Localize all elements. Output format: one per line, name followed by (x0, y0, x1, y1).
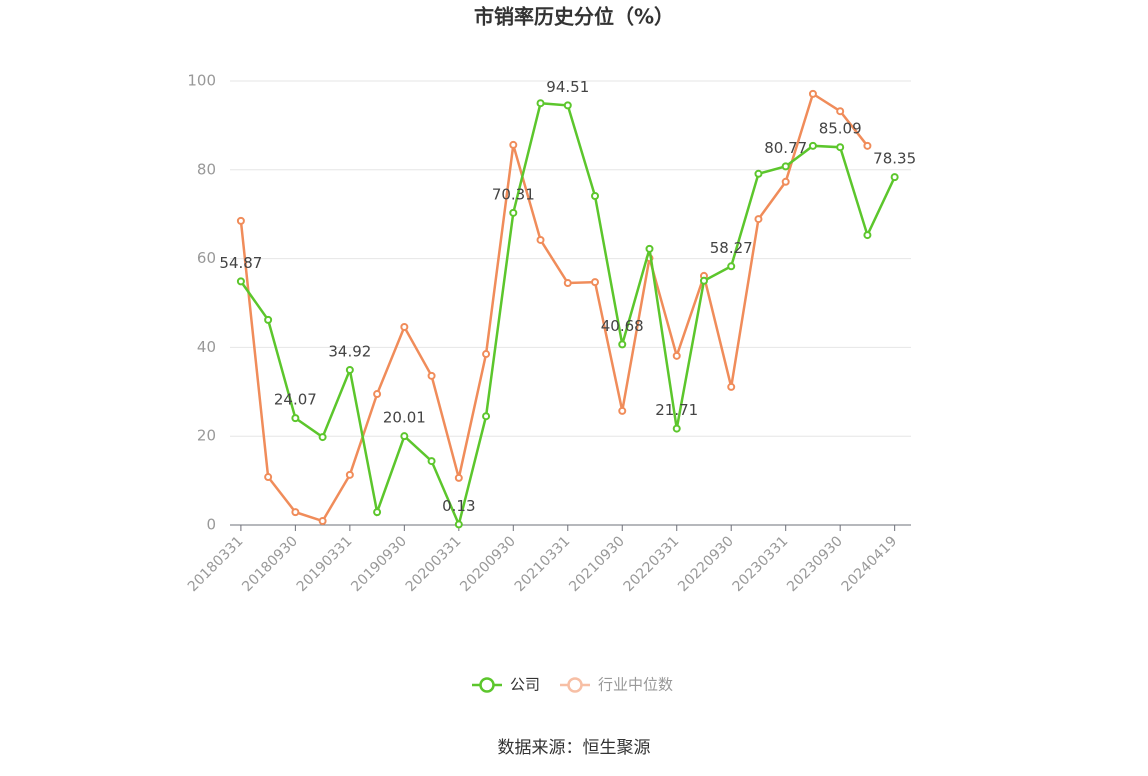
data-label: 24.07 (274, 391, 317, 409)
point (618, 406, 627, 415)
point (482, 412, 491, 421)
y-tick-label: 60 (197, 249, 216, 267)
series-line (239, 91, 869, 523)
data-label: 58.27 (710, 239, 753, 257)
point (291, 414, 300, 423)
point (345, 365, 354, 374)
point (699, 276, 708, 285)
source: 数据来源：恒生聚源 (498, 738, 651, 758)
data-label: 21.71 (655, 401, 698, 419)
point (482, 350, 491, 359)
point (836, 143, 845, 152)
point (236, 216, 245, 225)
point (808, 141, 817, 150)
point (781, 177, 790, 186)
x-tick-label: 20210930 (566, 533, 628, 595)
point (563, 101, 572, 110)
point (509, 140, 518, 149)
point (863, 141, 872, 150)
point (454, 520, 463, 529)
point (345, 470, 354, 479)
x-tick-label: 20200930 (457, 533, 519, 595)
point (591, 278, 600, 287)
point (781, 162, 790, 171)
x-tick-label: 20180331 (185, 533, 247, 595)
x-tick-label: 20220930 (675, 533, 737, 595)
point (563, 279, 572, 288)
point (427, 371, 436, 380)
point (291, 508, 300, 517)
data-label: 20.01 (383, 409, 426, 427)
data-label: 70.31 (492, 185, 535, 203)
point (264, 473, 273, 482)
x-tick-label: 20210331 (512, 533, 574, 595)
point (509, 208, 518, 217)
y-tick-label: 100 (187, 72, 216, 90)
legend-label: 行业中位数 (598, 676, 673, 694)
y-tick-label: 80 (197, 160, 216, 178)
x-tick-label: 20180930 (239, 533, 301, 595)
y-tick-label: 0 (206, 516, 216, 534)
x-tick-label: 20230930 (784, 533, 846, 595)
point (536, 99, 545, 108)
chart-title: 市销率历史分位（%） (474, 5, 674, 29)
point (591, 191, 600, 200)
legend-label: 公司 (510, 676, 540, 694)
point (645, 244, 654, 253)
point (727, 262, 736, 271)
x-tick-label: 20190930 (348, 533, 410, 595)
x-tick-label: 20220331 (621, 533, 683, 595)
legend-marker (479, 677, 495, 693)
x-tick-label: 20240419 (839, 533, 901, 595)
point (454, 473, 463, 482)
point (808, 89, 817, 98)
point (727, 382, 736, 391)
point (373, 508, 382, 517)
data-label: 78.35 (873, 150, 916, 168)
point (754, 169, 763, 178)
point (318, 517, 327, 526)
data-label: 34.92 (328, 342, 371, 360)
data-label: 94.51 (546, 78, 589, 96)
point (836, 107, 845, 116)
point (373, 390, 382, 399)
point (863, 231, 872, 240)
x-tick-label: 20230331 (730, 533, 792, 595)
point (264, 315, 273, 324)
data-label: 40.68 (601, 317, 644, 335)
point (318, 433, 327, 442)
point (672, 424, 681, 433)
point (236, 277, 245, 286)
x-tick-label: 20190331 (294, 533, 356, 595)
legend-marker (567, 677, 583, 693)
series-line (239, 101, 896, 529)
y-tick-label: 20 (197, 427, 216, 445)
point (400, 432, 409, 441)
data-label: 0.13 (442, 497, 475, 515)
point (400, 322, 409, 331)
x-tick-label: 20200331 (403, 533, 465, 595)
data-label: 85.09 (819, 120, 862, 138)
data-label: 54.87 (219, 254, 262, 272)
point (427, 457, 436, 466)
point (672, 351, 681, 360)
data-label: 80.77 (764, 139, 807, 157)
point (618, 340, 627, 349)
point (536, 235, 545, 244)
point (754, 215, 763, 224)
y-tick-label: 40 (197, 338, 216, 356)
point (890, 173, 899, 182)
